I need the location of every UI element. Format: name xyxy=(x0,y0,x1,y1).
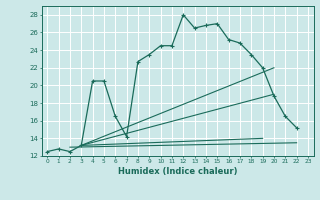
X-axis label: Humidex (Indice chaleur): Humidex (Indice chaleur) xyxy=(118,167,237,176)
